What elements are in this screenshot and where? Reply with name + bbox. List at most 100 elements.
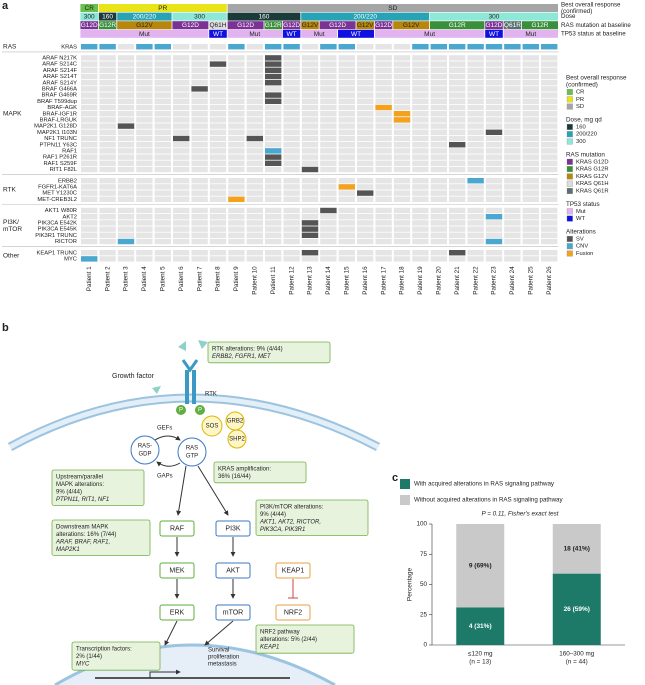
empty-cell [541, 232, 558, 238]
empty-cell [283, 67, 300, 73]
empty-cell [265, 214, 282, 220]
empty-cell [541, 55, 558, 61]
empty-cell [246, 44, 263, 50]
empty-cell [154, 111, 171, 117]
empty-cell [541, 226, 558, 232]
empty-cell [283, 86, 300, 92]
alteration-cell [265, 67, 282, 73]
empty-cell [320, 61, 337, 67]
empty-cell [209, 184, 227, 190]
annotation-cell [80, 4, 98, 12]
empty-cell [81, 86, 98, 92]
empty-cell [541, 86, 558, 92]
annotation-label: 200/220 [133, 14, 157, 21]
empty-cell [467, 98, 484, 104]
empty-cell [430, 190, 447, 196]
label: metastasis [208, 662, 237, 668]
empty-cell [154, 73, 171, 80]
node-label: mTOR [223, 610, 243, 617]
empty-cell [209, 154, 227, 160]
empty-cell [136, 111, 153, 117]
empty-cell [357, 142, 374, 148]
empty-cell [320, 190, 337, 196]
annotation-label: SD [388, 5, 397, 12]
alteration-cell [412, 44, 429, 50]
gene-label: RICTOR [55, 239, 77, 245]
empty-cell [154, 55, 171, 61]
empty-cell [485, 148, 503, 154]
empty-cell [320, 73, 337, 80]
chart-subtitle: P = 0.11, Fisher's exact test [482, 511, 559, 518]
annotation-label: G12D [237, 22, 254, 29]
legend-title: Best overall response [566, 75, 627, 82]
legend-label: 200/220 [576, 132, 597, 138]
alteration-cell [99, 44, 116, 50]
empty-cell [283, 214, 300, 220]
empty-cell [430, 135, 447, 142]
empty-cell [541, 160, 558, 166]
empty-cell [320, 123, 337, 129]
empty-cell [191, 196, 208, 202]
empty-cell [393, 166, 411, 173]
empty-cell [228, 129, 245, 135]
empty-cell [191, 214, 208, 220]
pathway-node [159, 562, 195, 579]
empty-cell [430, 55, 447, 61]
empty-cell [117, 92, 135, 98]
annotation-cell [227, 12, 301, 21]
empty-cell [99, 207, 116, 214]
empty-cell [375, 67, 392, 73]
pathway-node [159, 604, 195, 621]
empty-cell [357, 154, 374, 160]
empty-cell [504, 67, 521, 73]
empty-cell [81, 178, 98, 184]
empty-cell [136, 232, 153, 238]
annotation-label: G12R [265, 22, 282, 29]
empty-cell [301, 190, 319, 196]
y-tick-label: 50 [420, 581, 428, 588]
empty-cell [320, 178, 337, 184]
empty-cell [430, 129, 447, 135]
alteration-cell [265, 154, 282, 160]
annotation-label: 300 [84, 14, 95, 21]
empty-cell [117, 160, 135, 166]
annotation-label: Mut [424, 31, 435, 38]
annotation-cell [80, 12, 98, 21]
empty-cell [541, 117, 558, 123]
empty-cell [173, 207, 190, 214]
empty-cell [173, 86, 190, 92]
patient-label: Patient 26 [546, 266, 553, 295]
value-label: 18 (41%) [564, 546, 590, 553]
empty-cell [485, 86, 503, 92]
legend-label: Fusion [576, 251, 593, 257]
empty-cell [283, 135, 300, 142]
phospho [195, 405, 205, 415]
alteration-cell [338, 44, 355, 50]
empty-cell [117, 148, 135, 154]
bar-segment [552, 573, 601, 645]
empty-cell [485, 166, 503, 173]
callout-genes: AKT1, AKT2, RICTOR, [259, 519, 321, 525]
empty-cell [412, 148, 429, 154]
empty-cell [357, 135, 374, 142]
empty-cell [301, 214, 319, 220]
empty-cell [449, 214, 466, 220]
empty-cell [522, 111, 539, 117]
empty-cell [485, 67, 503, 73]
empty-cell [246, 92, 263, 98]
alteration-cell [191, 86, 208, 92]
group-label: Other [3, 253, 20, 260]
annotation-cell [374, 29, 485, 38]
alteration-cell [301, 220, 319, 226]
empty-cell [357, 104, 374, 111]
callout-genes: MYC [76, 661, 90, 667]
empty-cell [173, 129, 190, 135]
empty-cell [265, 123, 282, 129]
empty-cell [357, 44, 374, 50]
empty-cell [412, 232, 429, 238]
alteration-cell [449, 44, 466, 50]
empty-cell [173, 55, 190, 61]
empty-cell [99, 61, 116, 67]
empty-cell [81, 73, 98, 80]
legend-title: Dose, mg qd [566, 117, 602, 124]
